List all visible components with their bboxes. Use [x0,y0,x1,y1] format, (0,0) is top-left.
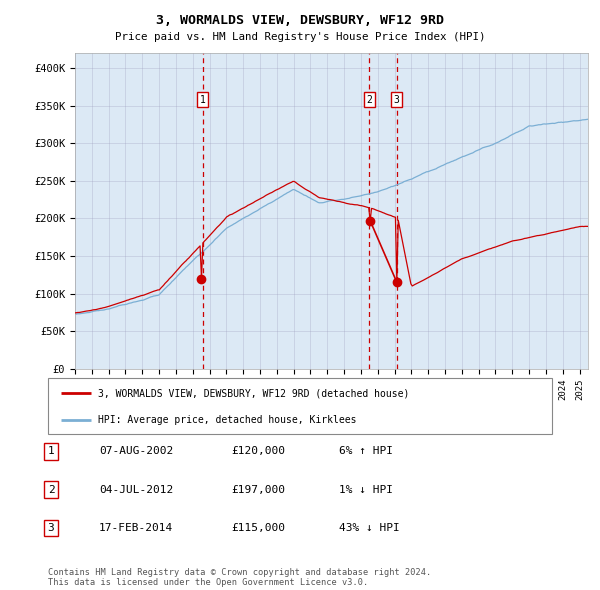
Text: 3, WORMALDS VIEW, DEWSBURY, WF12 9RD (detached house): 3, WORMALDS VIEW, DEWSBURY, WF12 9RD (de… [98,388,410,398]
Text: 3: 3 [394,95,400,104]
Text: 1: 1 [200,95,205,104]
FancyBboxPatch shape [48,378,552,434]
Text: HPI: Average price, detached house, Kirklees: HPI: Average price, detached house, Kirk… [98,415,357,425]
Text: 17-FEB-2014: 17-FEB-2014 [99,523,173,533]
Text: £197,000: £197,000 [231,485,285,494]
Text: 1% ↓ HPI: 1% ↓ HPI [339,485,393,494]
Text: 2: 2 [367,95,372,104]
Text: 3, WORMALDS VIEW, DEWSBURY, WF12 9RD: 3, WORMALDS VIEW, DEWSBURY, WF12 9RD [156,14,444,27]
Text: Contains HM Land Registry data © Crown copyright and database right 2024.
This d: Contains HM Land Registry data © Crown c… [48,568,431,587]
Text: 04-JUL-2012: 04-JUL-2012 [99,485,173,494]
Text: 6% ↑ HPI: 6% ↑ HPI [339,447,393,456]
Text: £120,000: £120,000 [231,447,285,456]
Text: 2: 2 [47,485,55,494]
Text: 43% ↓ HPI: 43% ↓ HPI [339,523,400,533]
Text: 07-AUG-2002: 07-AUG-2002 [99,447,173,456]
Text: £115,000: £115,000 [231,523,285,533]
Text: 1: 1 [47,447,55,456]
Text: 3: 3 [47,523,55,533]
Text: Price paid vs. HM Land Registry's House Price Index (HPI): Price paid vs. HM Land Registry's House … [115,32,485,41]
